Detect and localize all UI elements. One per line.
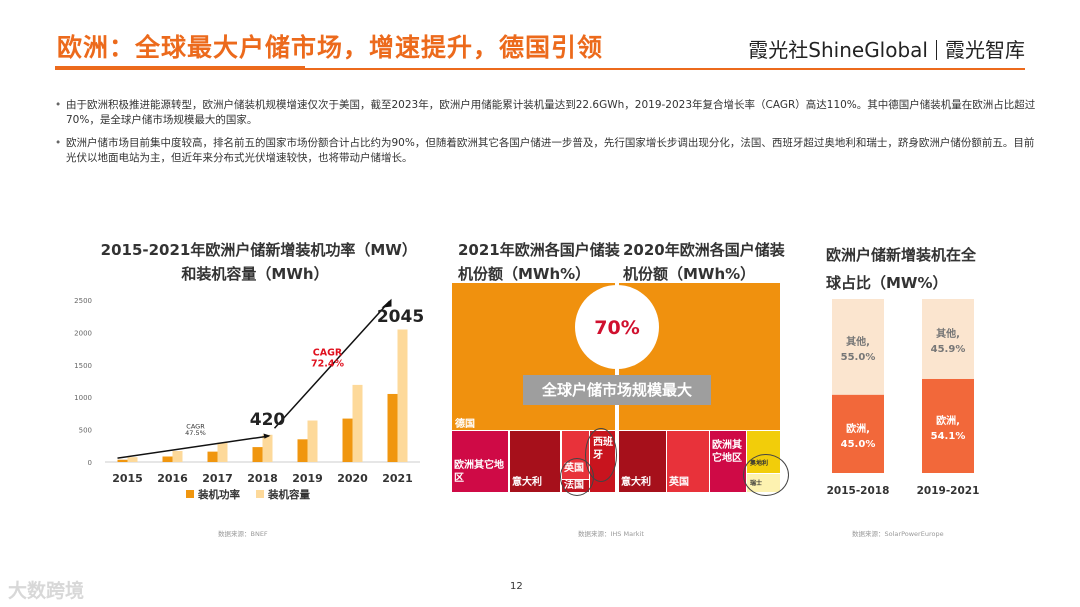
brand-divider <box>936 40 937 60</box>
bar-power <box>207 451 218 462</box>
chart1-title: 2015-2021年欧洲户储新增装机功率（MW）和装机容量（MWh） <box>100 241 410 283</box>
treemap-label-other-2020: 欧洲其它地区 <box>712 440 742 464</box>
bar-capacity <box>127 457 138 462</box>
bullet-dot: • <box>55 137 62 149</box>
cagr2-value: 72.4% <box>311 359 344 370</box>
title-underline-accent <box>55 66 305 70</box>
y-tick-label: 500 <box>79 427 92 435</box>
treemap-label-italy-2020: 意大利 <box>621 477 651 488</box>
segment-label-value: 54.1% <box>931 431 966 442</box>
segment-label-name: 欧洲, <box>846 422 870 435</box>
bar-capacity <box>352 384 363 462</box>
bullet-dot: • <box>55 99 62 111</box>
cagr2-label: CAGR <box>313 348 343 359</box>
bar-capacity <box>397 329 408 462</box>
treemap-title-2020: 2020年欧洲各国户储装机份额（MWh%） <box>623 241 785 283</box>
x-tick-label: 2016 <box>157 472 188 485</box>
bullet-text: 欧洲户储市场目前集中度较高，排名前五的国家市场份额合计占比约为90%，但随着欧洲… <box>66 137 1035 164</box>
treemap-label-italy-2021: 意大利 <box>512 477 542 488</box>
legend-label: 装机容量 <box>267 488 310 501</box>
y-tick-label: 1000 <box>74 394 92 402</box>
chart3-title: 欧洲户储新增装机在全球占比（MW%） <box>826 246 977 292</box>
stack-segment-other <box>922 299 974 379</box>
treemap-label-other-2021: 欧洲其它地区 <box>454 460 504 484</box>
highlight-ring-spain <box>585 428 617 482</box>
highlight-ring-austria-swiss <box>743 454 789 496</box>
x-tick-label: 2018 <box>247 472 278 485</box>
y-tick-label: 0 <box>88 459 92 467</box>
treemap-uk-2020: 英国 <box>667 431 709 492</box>
title-underline <box>55 68 1025 70</box>
value-label-2018: 420 <box>250 410 286 430</box>
segment-label-name: 欧洲, <box>936 414 960 427</box>
chart1-svg: 0 500 1000 1500 2000 2500 2015 2016 2017 2018 2019… <box>74 297 424 501</box>
trend-line-2 <box>273 300 391 429</box>
x-tick-label: 2020 <box>337 472 368 485</box>
chart2-source: 数据来源：IHS Markit <box>578 530 644 538</box>
cagr1-value: 47.5% <box>185 429 206 437</box>
brand-think-tank: 霞光智库 <box>945 38 1025 62</box>
x-tick-label: 2019-2021 <box>917 485 980 497</box>
stack-segment-europe <box>832 394 884 473</box>
treemap-other-2021: 欧洲其它地区 <box>452 431 508 492</box>
watermark: 大数跨境 <box>8 580 85 602</box>
segment-label-value: 55.0% <box>841 352 876 363</box>
bullet-1: • 由于欧洲积极推进能源转型，欧洲户储装机规模增速仅次于美国，截至2023年，欧… <box>55 98 1036 128</box>
bullet-text: 由于欧洲积极推进能源转型，欧洲户储装机规模增速仅次于美国，截至2023年，欧洲户… <box>66 99 1036 126</box>
treemap-italy-2020: 意大利 <box>619 431 666 492</box>
legend-label: 装机功率 <box>197 488 240 501</box>
highlight-circle <box>575 285 659 369</box>
treemap-italy-2021: 意大利 <box>510 431 560 492</box>
segment-label-name: 其他, <box>936 327 960 340</box>
y-tick-label: 2000 <box>74 329 92 337</box>
chart1-source: 数据来源：BNEF <box>218 530 268 538</box>
treemap-title-2021: 2021年欧洲各国户储装机份额（MWh%） <box>458 241 620 283</box>
stack-segment-europe <box>922 378 974 473</box>
treemap-label-uk-2020: 英国 <box>669 477 689 488</box>
bar-power <box>162 456 173 462</box>
x-tick-label: 2015-2018 <box>827 485 890 497</box>
segment-label-value: 45.9% <box>931 344 966 355</box>
legend-swatch <box>256 490 264 498</box>
x-tick-label: 2015 <box>112 472 143 485</box>
bullet-2: • 欧洲户储市场目前集中度较高，排名前五的国家市场份额合计占比约为90%，但随着… <box>55 136 1036 166</box>
y-tick-label: 1500 <box>74 362 92 370</box>
x-tick-label: 2017 <box>202 472 233 485</box>
y-tick-label: 2500 <box>74 297 92 305</box>
legend-swatch <box>186 490 194 498</box>
bar-power <box>117 459 128 462</box>
page-title: 欧洲：全球最大户储市场，增速提升，德国引领 <box>57 33 604 62</box>
value-label-2021: 2045 <box>377 307 424 327</box>
chart3-svg: 欧洲, 45.0% 其他, 55.0% 2015-2018 欧洲, 54.1% 其他, 45.9… <box>827 299 980 497</box>
bar-power <box>342 418 353 462</box>
brand-logo: 霞光社ShineGlobal 霞光智库 <box>748 34 1025 63</box>
page-number: 12 <box>510 581 523 592</box>
stack-segment-other <box>832 299 884 395</box>
bar-capacity <box>172 450 183 462</box>
bar-capacity <box>262 434 273 462</box>
treemap-label-germany: 德国 <box>455 419 475 430</box>
bar-power <box>252 447 263 462</box>
x-tick-label: 2019 <box>292 472 323 485</box>
treemap-other-2020: 欧洲其它地区 <box>710 431 746 492</box>
trend-arrow-1 <box>263 433 271 439</box>
x-tick-label: 2021 <box>382 472 413 485</box>
segment-label-value: 45.0% <box>841 439 876 450</box>
cagr1-label: CAGR <box>186 422 205 430</box>
bar-capacity <box>217 442 228 462</box>
segment-label-name: 其他, <box>846 335 870 348</box>
chart3-source: 数据来源：SolarPowerEurope <box>852 530 944 538</box>
treemap-banner: 全球户储市场规模最大 <box>523 375 711 405</box>
brand-shineglobal: 霞光社ShineGlobal <box>748 38 928 62</box>
bar-power <box>387 393 398 462</box>
trend-line-1 <box>117 435 269 459</box>
bar-power <box>297 439 308 462</box>
bar-capacity <box>307 420 318 462</box>
highlight-value: 70% <box>594 317 640 339</box>
